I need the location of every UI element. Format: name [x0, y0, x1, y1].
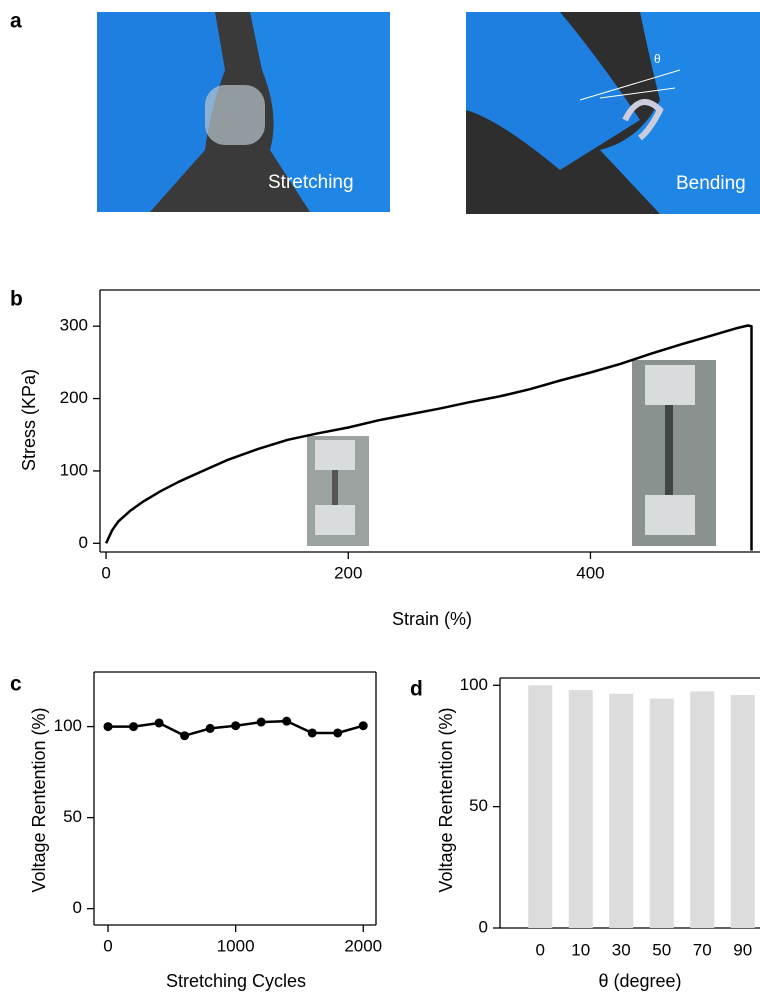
inset-photo [307, 360, 716, 546]
x-tick-label: 200 [334, 563, 362, 582]
data-point [333, 728, 343, 738]
photo-bending: θ Bending [466, 12, 760, 214]
glove [97, 12, 225, 212]
glove [250, 12, 390, 212]
sample [622, 99, 664, 141]
x-tick-label: 10 [571, 940, 590, 959]
y-tick-label: 0 [79, 533, 88, 552]
data-point [307, 728, 317, 738]
data-point [205, 723, 215, 733]
photo-stretching: Stretching [97, 12, 390, 212]
photo-caption: Bending [676, 173, 746, 194]
y-axis-label: Voltage Rentention (%) [436, 707, 456, 892]
x-tick-label: 0 [101, 563, 110, 582]
y-tick-label: 100 [54, 716, 82, 735]
angle-label: θ [654, 52, 661, 66]
data-point [282, 716, 292, 726]
angle-line [599, 87, 676, 99]
x-tick-label: 70 [693, 940, 712, 959]
data-point [103, 722, 113, 732]
grip [645, 495, 695, 535]
data-point [154, 718, 164, 728]
sample [205, 85, 265, 145]
data-line [104, 324, 753, 551]
x-axis-label: Stretching Cycles [166, 971, 306, 991]
panel-label: c [10, 673, 22, 696]
data-point [129, 722, 139, 732]
data-point [256, 717, 266, 727]
y-tick-label: 50 [469, 796, 488, 815]
bar [730, 694, 755, 928]
x-tick-label: 0 [103, 936, 112, 955]
x-tick-label: 400 [576, 563, 604, 582]
specimen [665, 405, 673, 495]
y-axis-label: Stress (KPa) [19, 369, 39, 471]
y-tick-label: 100 [460, 675, 488, 694]
bar [609, 693, 634, 928]
x-tick-label: 50 [652, 940, 671, 959]
bar [568, 690, 593, 928]
x-tick-label: 90 [733, 940, 752, 959]
specimen [332, 470, 338, 505]
y-tick-label: 0 [479, 917, 488, 936]
grip [315, 440, 355, 470]
bar [528, 685, 553, 928]
glove [466, 12, 640, 170]
x-axis-label: θ (degree) [598, 971, 681, 991]
x-tick-label: 30 [612, 940, 631, 959]
panel-label: a [10, 10, 22, 33]
y-axis-label: Voltage Rentention (%) [29, 707, 49, 892]
x-axis-label: Strain (%) [392, 609, 472, 629]
x-tick-label: 2000 [344, 936, 382, 955]
data-point [231, 721, 241, 731]
panel-label: b [10, 288, 23, 311]
bar [649, 698, 674, 928]
panel-label: d [410, 678, 423, 701]
x-tick-label: 1000 [217, 936, 255, 955]
y-tick-label: 300 [60, 316, 88, 335]
y-tick-label: 50 [63, 807, 82, 826]
grip [645, 365, 695, 405]
y-tick-label: 200 [60, 388, 88, 407]
glove [600, 12, 760, 214]
y-tick-label: 0 [73, 898, 82, 917]
data-point [358, 721, 368, 731]
bar [690, 691, 715, 928]
x-tick-label: 0 [536, 940, 545, 959]
photo-caption: Stretching [268, 172, 354, 193]
angle-line [579, 69, 681, 101]
y-tick-label: 100 [60, 460, 88, 479]
grip [315, 505, 355, 535]
data-point [180, 731, 190, 741]
